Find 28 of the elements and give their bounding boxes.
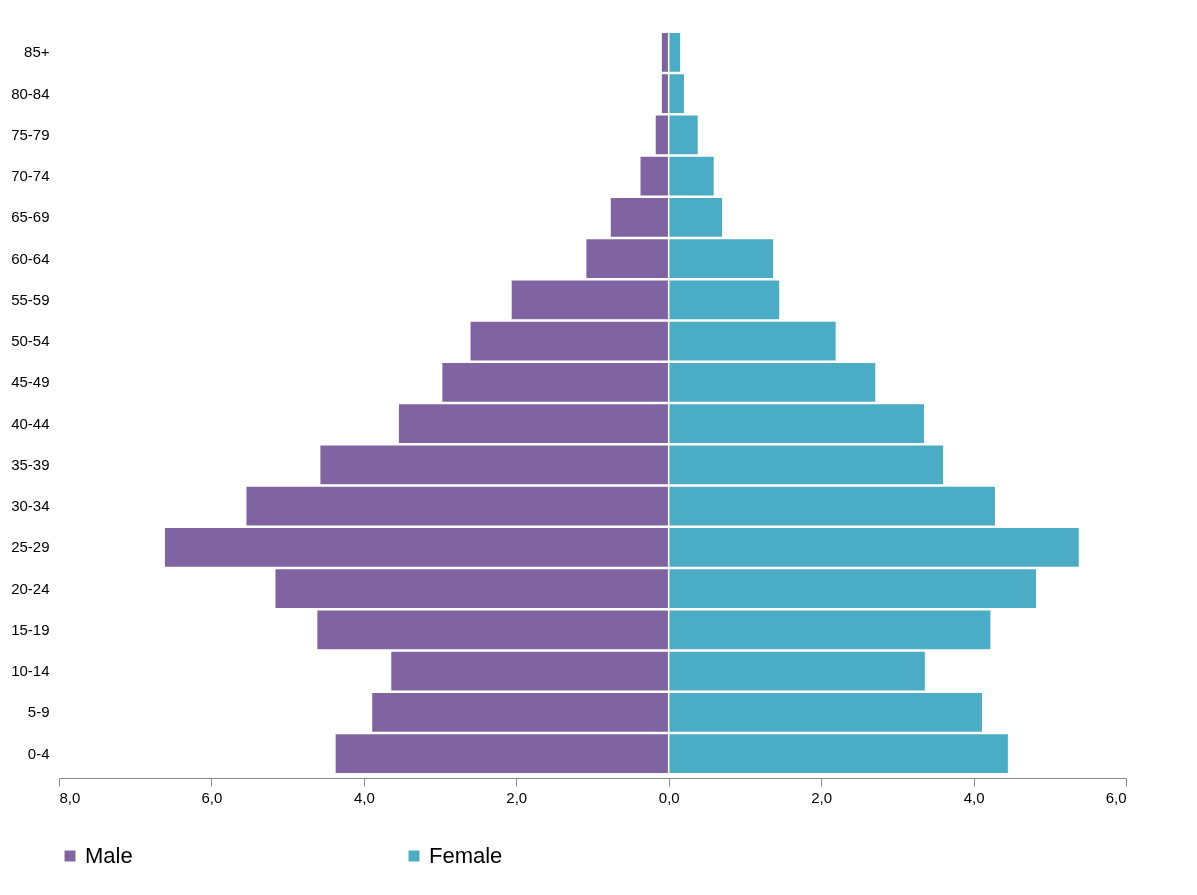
y-tick-label: 45-49 — [11, 373, 50, 391]
x-tick-label: 4,0 — [963, 788, 985, 806]
x-tick-label: 6,0 — [1105, 788, 1127, 806]
x-tick-label: 8,0 — [59, 788, 81, 806]
x-tick-label: 2,0 — [811, 788, 833, 806]
y-tick-label: 65-69 — [11, 208, 50, 226]
x-tick-label: 0,0 — [658, 788, 680, 806]
x-tick-label: 4,0 — [353, 788, 375, 806]
y-tick-label: 0-4 — [27, 744, 50, 762]
y-tick-label: 80-84 — [11, 84, 50, 102]
legend-label: Female — [429, 843, 503, 868]
y-tick-label: 35-39 — [11, 455, 50, 473]
y-tick-label: 50-54 — [11, 332, 50, 350]
y-tick-label: 5-9 — [27, 703, 50, 721]
y-tick-label: 30-34 — [11, 497, 50, 515]
x-tick-label: 6,0 — [201, 788, 223, 806]
y-tick-label: 15-19 — [11, 620, 50, 638]
y-tick-label: 75-79 — [11, 125, 50, 143]
y-tick-label: 60-64 — [11, 249, 50, 267]
legend-label: Male — [85, 843, 133, 868]
y-tick-label: 55-59 — [11, 290, 50, 308]
y-tick-label: 85+ — [24, 43, 50, 61]
y-tick-label: 25-29 — [11, 538, 50, 556]
y-tick-label: 70-74 — [11, 167, 50, 185]
x-tick-label: 2,0 — [506, 788, 528, 806]
y-tick-label: 10-14 — [11, 662, 50, 680]
y-tick-label: 20-24 — [11, 579, 50, 597]
y-tick-label: 40-44 — [11, 414, 50, 432]
